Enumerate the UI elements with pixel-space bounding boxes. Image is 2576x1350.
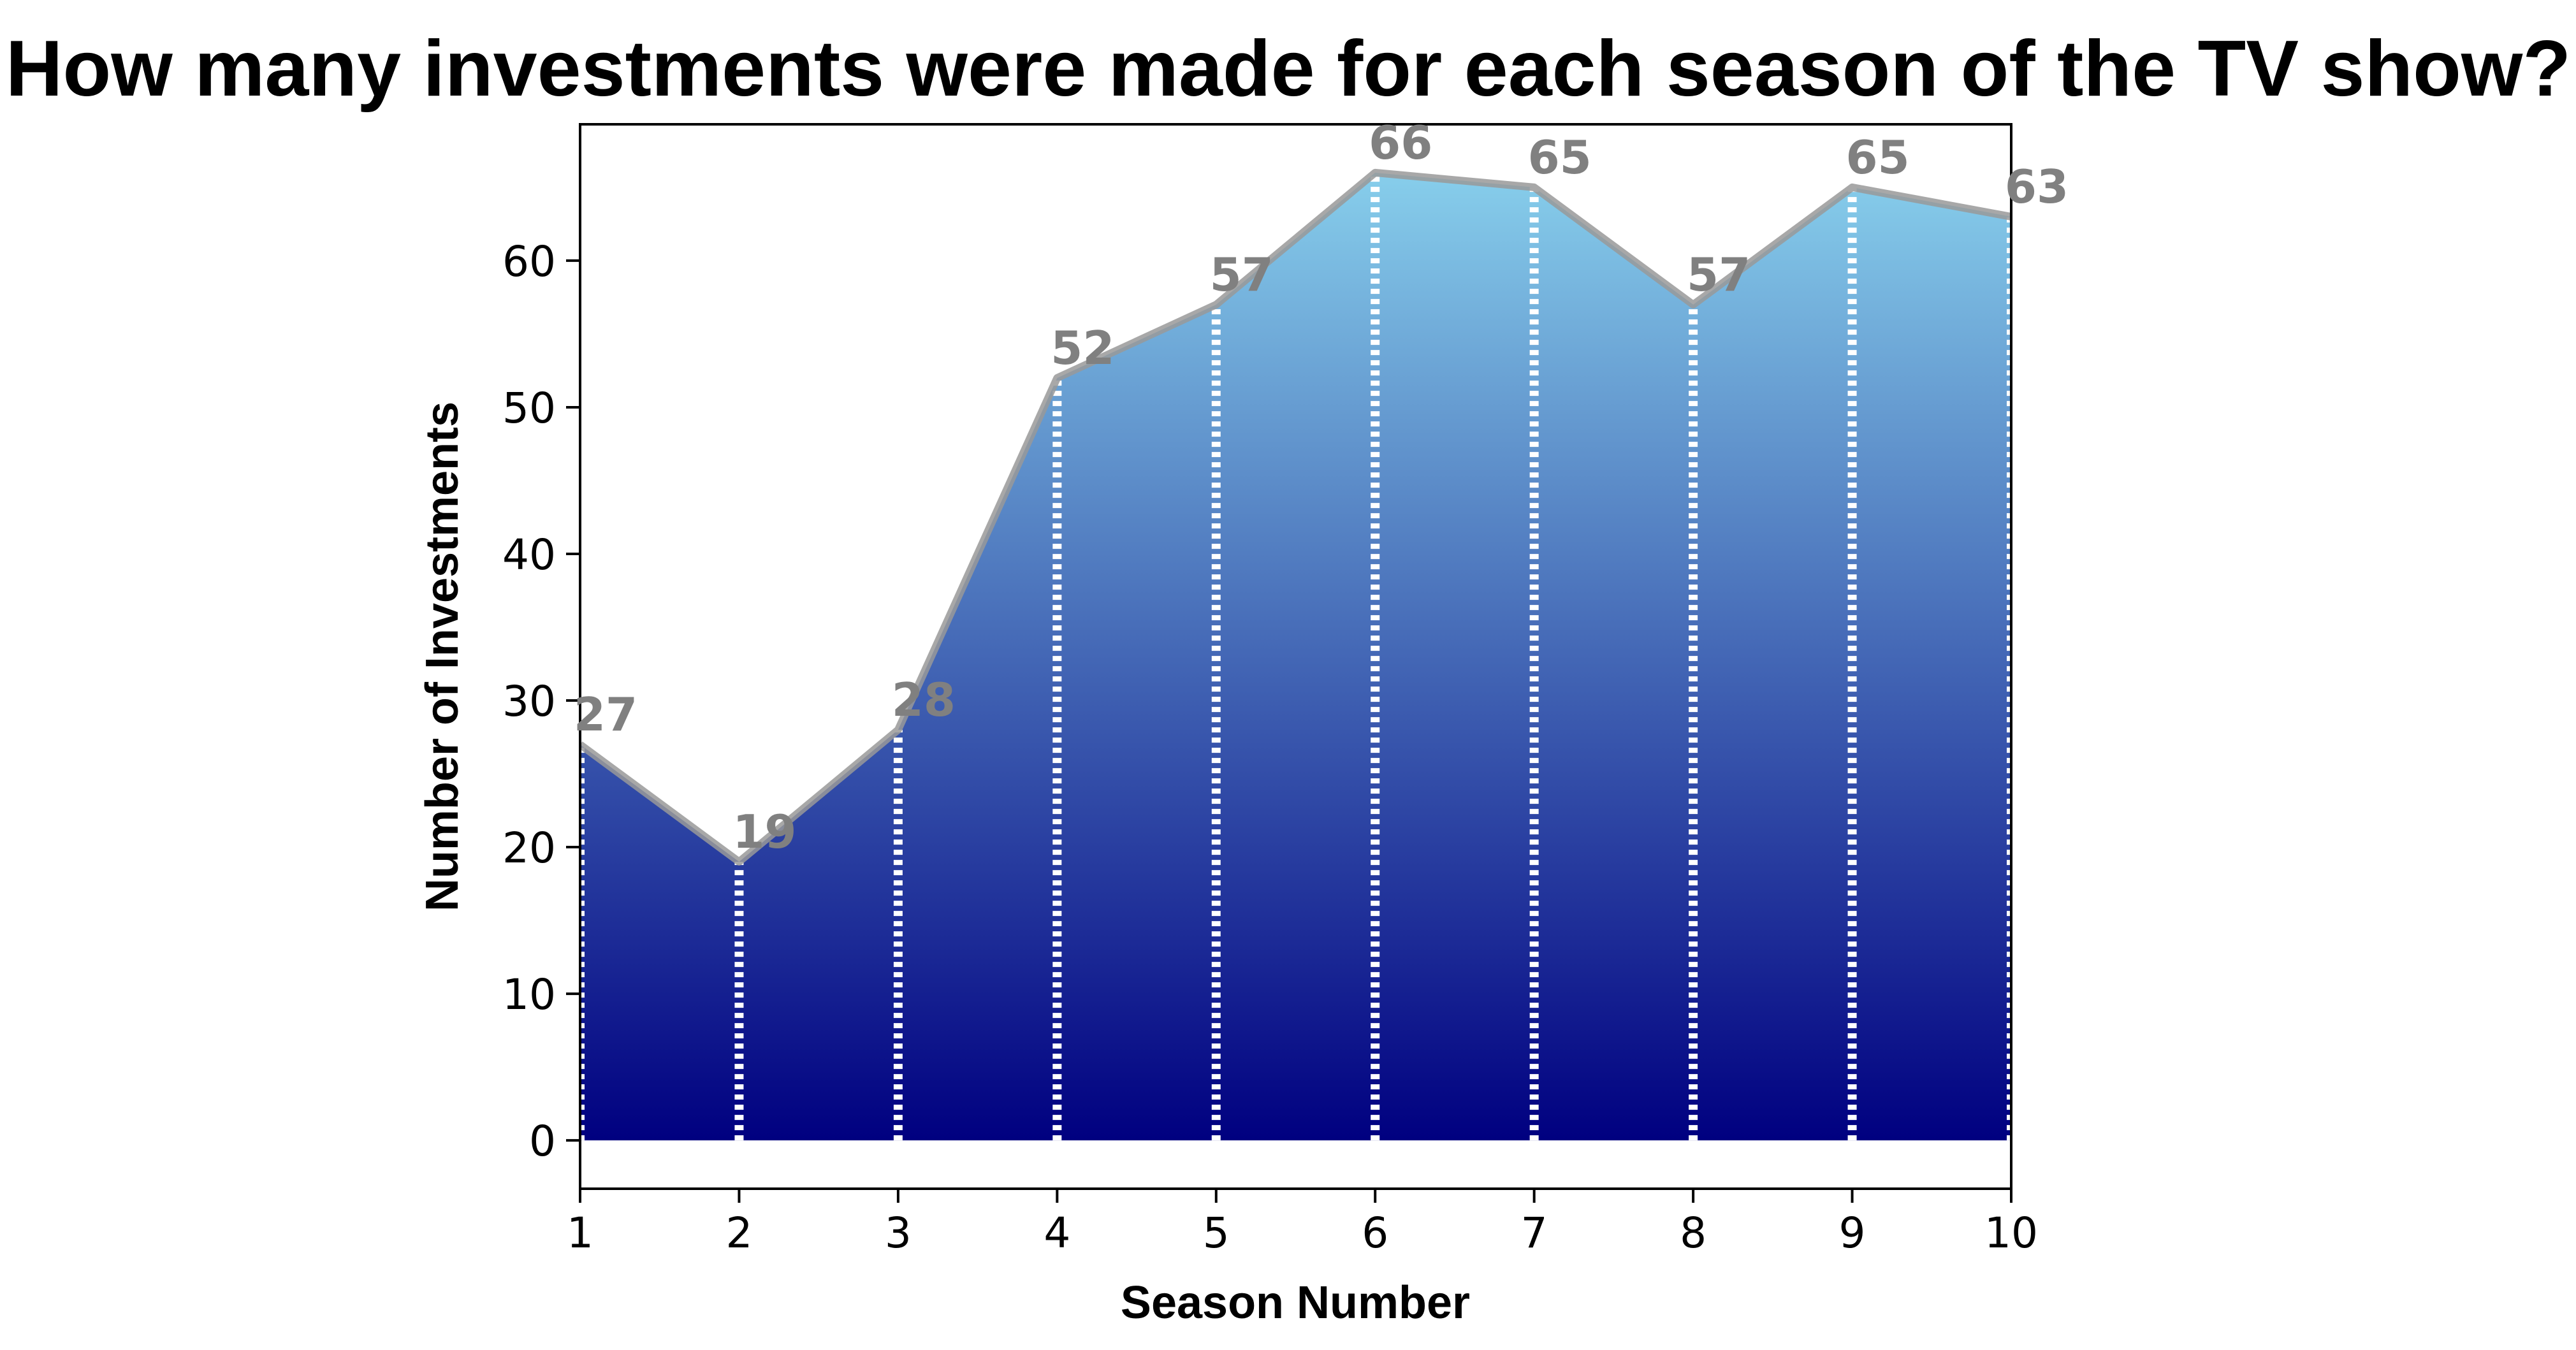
data-label: 63 [2005, 160, 2069, 214]
x-tick-label: 2 [725, 1208, 752, 1258]
data-label: 57 [1687, 248, 1750, 301]
area-fill [580, 172, 2011, 1141]
x-tick-label: 1 [567, 1208, 593, 1258]
chart-title: How many investments were made for each … [6, 25, 2571, 113]
x-tick-label: 10 [1984, 1208, 2038, 1258]
x-tick-label: 3 [885, 1208, 912, 1258]
y-tick-label: 10 [502, 970, 556, 1019]
data-label: 57 [1210, 248, 1274, 301]
x-tick-label: 6 [1362, 1208, 1388, 1258]
x-tick-label: 7 [1521, 1208, 1548, 1258]
x-tick-label: 8 [1680, 1208, 1706, 1258]
y-tick-label: 30 [502, 677, 556, 726]
y-tick-label: 0 [529, 1117, 556, 1166]
plot-frame [579, 123, 2012, 1190]
y-axis-ticks: 0 10 20 30 40 50 60 [502, 237, 580, 1166]
axes [579, 123, 2012, 1190]
x-axis-label: Season Number [1121, 1277, 1470, 1328]
x-tick-label: 9 [1839, 1208, 1866, 1258]
series-line [580, 168, 2011, 866]
y-tick-label: 40 [502, 530, 556, 579]
x-tick-label: 5 [1203, 1208, 1230, 1258]
data-label: 65 [1845, 131, 1909, 184]
y-tick-label: 20 [502, 824, 556, 873]
data-label: 19 [732, 805, 796, 859]
y-tick-label: 50 [502, 384, 556, 433]
x-axis-ticks: 1 2 3 4 5 6 7 8 9 10 [567, 1189, 2038, 1258]
data-label: 65 [1528, 131, 1592, 184]
x-tick-label: 4 [1044, 1208, 1070, 1258]
data-label: 66 [1369, 116, 1432, 170]
y-tick-label: 60 [502, 237, 556, 286]
plot-area [580, 168, 2011, 1141]
data-label: 27 [574, 688, 637, 741]
y-axis-label: Number of Investments [417, 402, 468, 911]
data-label: 52 [1051, 321, 1114, 375]
data-label: 28 [892, 673, 956, 727]
